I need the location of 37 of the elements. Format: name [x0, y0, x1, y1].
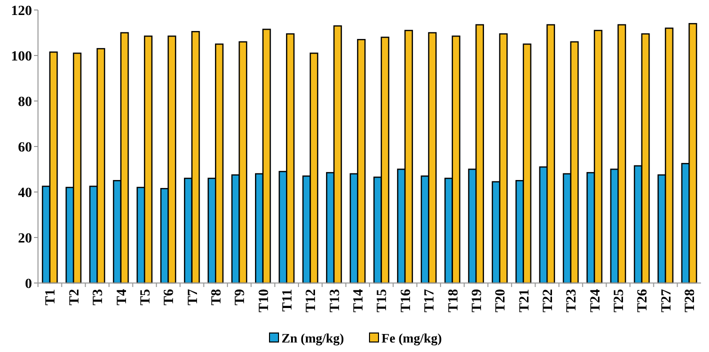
x-tick-label: T26	[636, 289, 651, 312]
x-tick-label: T22	[540, 289, 556, 312]
y-tick-label: 40	[18, 186, 32, 201]
x-tick-label: T1	[44, 289, 59, 306]
y-tick-label: 20	[18, 231, 32, 246]
x-tick-label: T21	[517, 289, 532, 312]
y-tick-label: 60	[18, 140, 32, 156]
x-tick-label: T19	[470, 289, 485, 312]
y-tick-label: 120	[11, 4, 32, 19]
x-tick-label: T11	[280, 289, 296, 312]
x-tick-label: T17	[422, 289, 438, 312]
x-tick-label: T7	[186, 289, 201, 306]
x-tick-label: T10	[256, 289, 272, 312]
x-tick-label: T20	[494, 289, 509, 312]
x-tick-label: T18	[446, 289, 462, 312]
x-tick-label: T12	[304, 289, 320, 312]
x-tick-label: T9	[233, 289, 248, 306]
x-tick-label: T24	[588, 289, 604, 312]
legend-label: Fe (mg/kg)	[382, 330, 442, 346]
x-tick-label: T28	[683, 289, 698, 312]
x-tick-label: T14	[352, 289, 367, 312]
x-tick-label: T13	[328, 289, 343, 312]
x-tick-label: T5	[138, 289, 154, 306]
y-tick-label: 0	[25, 276, 32, 292]
x-tick-label: T3	[91, 289, 106, 306]
x-tick-label: T6	[162, 289, 178, 306]
legend-label: Zn (mg/kg)	[282, 330, 344, 346]
y-tick-label: 100	[11, 49, 32, 64]
x-tick-label: T27	[659, 289, 674, 312]
x-tick-label: T23	[564, 289, 580, 312]
x-tick-label: T4	[114, 289, 130, 306]
x-tick-label: T15	[375, 289, 390, 312]
x-tick-label: T8	[209, 289, 224, 306]
x-tick-label: T25	[612, 289, 628, 312]
x-tick-label: T2	[67, 289, 82, 306]
y-tick-label: 80	[18, 94, 32, 110]
x-tick-label: T16	[398, 289, 414, 312]
